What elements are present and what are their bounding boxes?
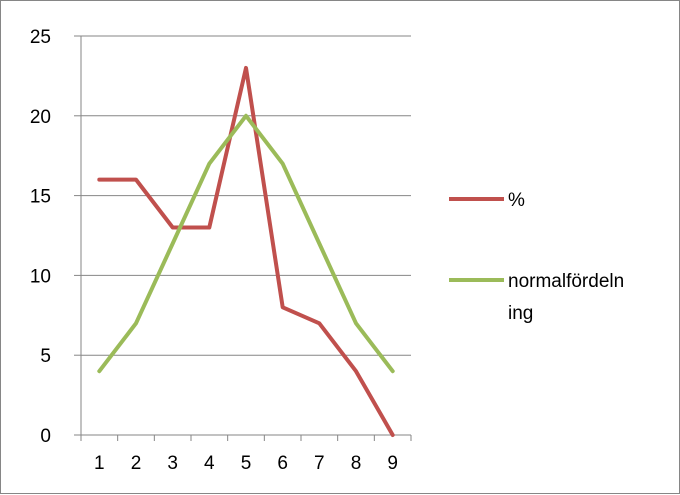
axes (74, 35, 412, 441)
legend-label: % (508, 190, 525, 211)
x-tick-label: 3 (167, 453, 178, 474)
x-tick-label: 8 (351, 453, 362, 474)
legend: % normalfördeln ing (449, 190, 624, 324)
y-tick-label: 0 (40, 426, 51, 447)
series-lines (97, 65, 395, 437)
x-tick-label: 4 (204, 453, 215, 474)
gridlines (81, 35, 411, 356)
legend-label: normalfördeln ing (508, 271, 624, 324)
y-tick-label: 25 (30, 27, 51, 48)
x-tick-label: 2 (131, 453, 142, 474)
x-tick-label: 6 (277, 453, 288, 474)
x-tick-label: 1 (94, 453, 105, 474)
y-tick-label: 10 (30, 266, 51, 287)
x-tick-label: 5 (241, 453, 252, 474)
x-axis-tick-labels: 1 2 3 4 5 6 7 8 9 (94, 453, 398, 474)
series-line-2 (97, 113, 395, 374)
y-axis-tick-labels: 0 5 10 15 20 25 (30, 27, 51, 447)
y-tick-label: 15 (30, 187, 51, 208)
series-line-1 (97, 65, 395, 437)
y-tick-label: 20 (30, 107, 51, 128)
x-tick-label: 7 (314, 453, 325, 474)
x-tick-label: 9 (387, 453, 398, 474)
y-tick-label: 5 (40, 346, 51, 367)
